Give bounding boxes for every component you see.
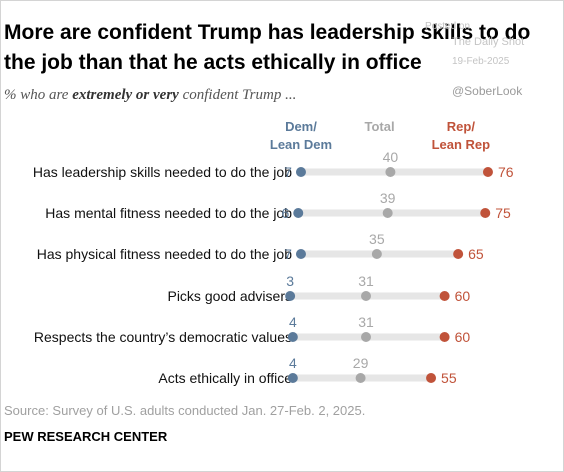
rep-point: [453, 249, 464, 259]
dem-point: [295, 167, 306, 177]
dem-point: [293, 208, 304, 218]
legend-rep-line-1: Rep/: [447, 119, 476, 134]
total-value-label: 40: [383, 149, 399, 165]
dem-value-label: 4: [289, 355, 297, 371]
total-value-label: 31: [358, 314, 374, 330]
total-point: [385, 167, 396, 177]
dot-plot: Dem/Lean Dem Total Rep/Lean Rep Has leaders…: [33, 119, 514, 386]
subtitle-suffix: confident Trump ...: [178, 87, 297, 103]
total-point: [361, 291, 372, 301]
chart-subtitle: % who are extremely or very confident Tr…: [4, 87, 296, 104]
rep-value-label: 75: [495, 205, 511, 221]
dem-value-label: 7: [284, 164, 292, 180]
rep-value-label: 55: [441, 370, 457, 386]
legend-dem-line-1: Dem/: [285, 119, 317, 134]
total-point: [371, 249, 382, 259]
chart-title: More are confident Trump has leadership …: [4, 21, 531, 74]
row-label: Has leadership skills needed to do the j…: [33, 164, 292, 180]
dem-point: [295, 249, 306, 259]
row-label: Picks good advisers: [167, 288, 292, 304]
total-value-label: 39: [380, 190, 396, 206]
watermark-date: 19-Feb-2025: [452, 56, 510, 67]
total-point: [355, 373, 366, 383]
dem-value-label: 3: [286, 273, 294, 289]
rep-value-label: 60: [455, 329, 471, 345]
dem-point: [287, 373, 298, 383]
total-value-label: 29: [353, 355, 369, 371]
rep-point: [482, 167, 493, 177]
row-label: Has physical fitness needed to do the jo…: [37, 246, 292, 262]
dem-value-label: 4: [289, 314, 297, 330]
organization-name: PEW RESEARCH CENTER: [4, 429, 168, 444]
row-label: Acts ethically in office: [158, 370, 292, 386]
dem-value-label: 7: [284, 246, 292, 262]
dem-point: [285, 291, 296, 301]
total-point: [361, 332, 372, 342]
subtitle-prefix: % who are: [4, 87, 73, 103]
legend-dem-line-2: Lean Dem: [270, 137, 332, 152]
rep-value-label: 65: [468, 246, 484, 262]
total-value-label: 35: [369, 231, 385, 247]
rep-point: [439, 291, 450, 301]
dem-value-label: 6: [281, 205, 289, 221]
legend-total-line-1: Total: [365, 119, 395, 134]
source-note: Source: Survey of U.S. adults conducted …: [4, 403, 366, 418]
rep-point: [480, 208, 491, 218]
legend-rep-line-2: Lean Rep: [432, 137, 491, 152]
row-label: Has mental fitness needed to do the job: [45, 205, 292, 221]
rep-point: [439, 332, 450, 342]
watermark-handle: @SoberLook: [452, 84, 523, 98]
watermark-site: The Daily Shot: [452, 36, 525, 48]
rep-point: [426, 373, 437, 383]
total-point: [382, 208, 393, 218]
watermark-posted: Posted on: [425, 21, 471, 32]
subtitle-emphasis: extremely or very: [72, 87, 179, 103]
rep-value-label: 60: [455, 288, 471, 304]
rep-value-label: 76: [498, 164, 514, 180]
dem-point: [287, 332, 298, 342]
row-label: Respects the country’s democratic values: [34, 329, 292, 345]
total-value-label: 31: [358, 273, 374, 289]
